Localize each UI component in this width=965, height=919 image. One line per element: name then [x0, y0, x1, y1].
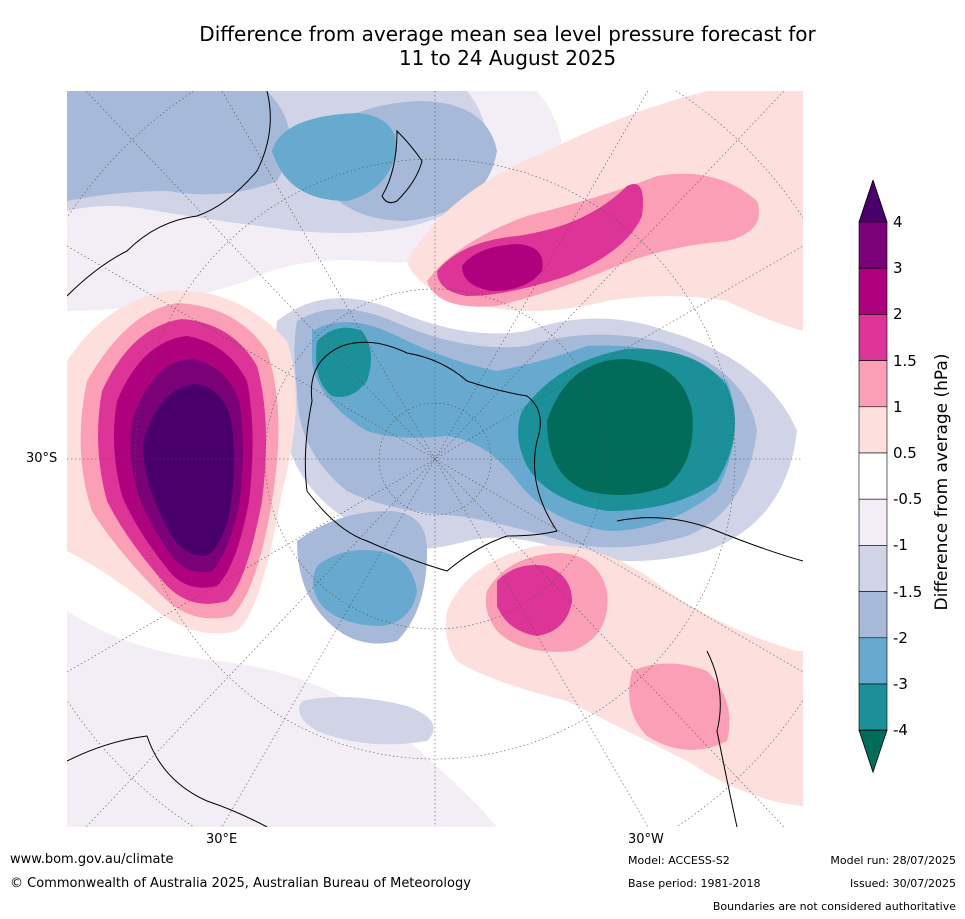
south-america-coastline	[616, 517, 803, 827]
africa-coastline	[67, 735, 268, 827]
colorbar-tick-label: 1	[893, 397, 903, 416]
latitude-label-30s: 30°S	[26, 451, 58, 466]
colorbar-title: Difference from average (hPa)	[932, 353, 952, 611]
longitude-label-30w: 30°W	[628, 832, 664, 847]
colorbar-swatch	[858, 637, 888, 685]
colorbar-swatch	[858, 591, 888, 639]
colorbar-tick-label: 1.5	[893, 351, 917, 370]
footer-model: Model: ACCESS-S2	[628, 854, 730, 867]
pressure-anomaly-map	[67, 91, 803, 827]
colorbar-swatch	[858, 498, 888, 546]
pos-anomaly-pacific-4	[462, 244, 543, 291]
colorbar-tick-label: -1.5	[893, 582, 923, 601]
neg-anomaly-lower-middle-core	[313, 550, 417, 626]
colorbar-swatch	[858, 360, 888, 408]
map-title-line1: Difference from average mean sea level p…	[199, 22, 816, 46]
colorbar-extend-top	[858, 180, 888, 223]
colorbar-swatch	[858, 683, 888, 731]
pos-anomaly-atlantic-core	[497, 565, 572, 636]
colorbar-tick-label: 4	[893, 213, 903, 231]
australia-coastline	[67, 91, 271, 297]
footer-model-run: Model run: 28/07/2025	[830, 854, 956, 867]
colorbar-tick-label: 2	[893, 305, 903, 324]
neg-anomaly-region-bottom-mid	[299, 697, 434, 745]
map-title-line2: 11 to 24 August 2025	[398, 46, 617, 70]
footer-website: www.bom.gov.au/climate	[10, 852, 174, 867]
colorbar-swatch	[858, 221, 888, 269]
colorbar-swatch	[858, 452, 888, 500]
neg-anomaly-region-top-3	[67, 91, 290, 201]
colorbar-tick-label: -4	[893, 721, 908, 740]
colorbar-swatch	[858, 267, 888, 315]
colorbar-tick-label: -0.5	[893, 490, 923, 509]
new-zealand-coastline	[381, 129, 423, 204]
colorbar-swatch	[858, 545, 888, 592]
graticule	[67, 91, 803, 827]
map-title: Difference from average mean sea level p…	[0, 22, 965, 70]
neg-anomaly-antarctic-belt-5	[316, 327, 371, 397]
neg-anomaly-region-bottom-left	[67, 611, 497, 827]
footer-issued: Issued: 30/07/2025	[849, 877, 956, 890]
colorbar-extend-bottom	[858, 729, 888, 774]
neg-anomaly-peninsula-core	[547, 359, 693, 495]
neg-anomaly-region-nz-core	[272, 113, 397, 201]
colorbar-tick-label: -2	[893, 628, 908, 647]
antarctica-coastline	[304, 341, 558, 572]
colorbar-swatch	[858, 406, 888, 454]
colorbar-tick-label: 3	[893, 259, 903, 278]
pos-anomaly-atlantic-3	[629, 663, 730, 750]
colorbar-tick-label: -1	[893, 536, 908, 555]
footer-disclaimer: Boundaries are not considered authoritat…	[712, 900, 956, 913]
footer-base-period: Base period: 1981-2018	[628, 877, 761, 890]
longitude-label-30e: 30°E	[206, 832, 238, 847]
colorbar-swatch	[858, 314, 888, 361]
colorbar-tick-label: 0.5	[893, 444, 917, 462]
pos-anomaly-indian-core	[143, 384, 234, 556]
colorbar-tick-label: -3	[893, 675, 908, 693]
footer-copyright: © Commonwealth of Australia 2025, Austra…	[10, 876, 471, 891]
colorbar	[858, 180, 888, 774]
